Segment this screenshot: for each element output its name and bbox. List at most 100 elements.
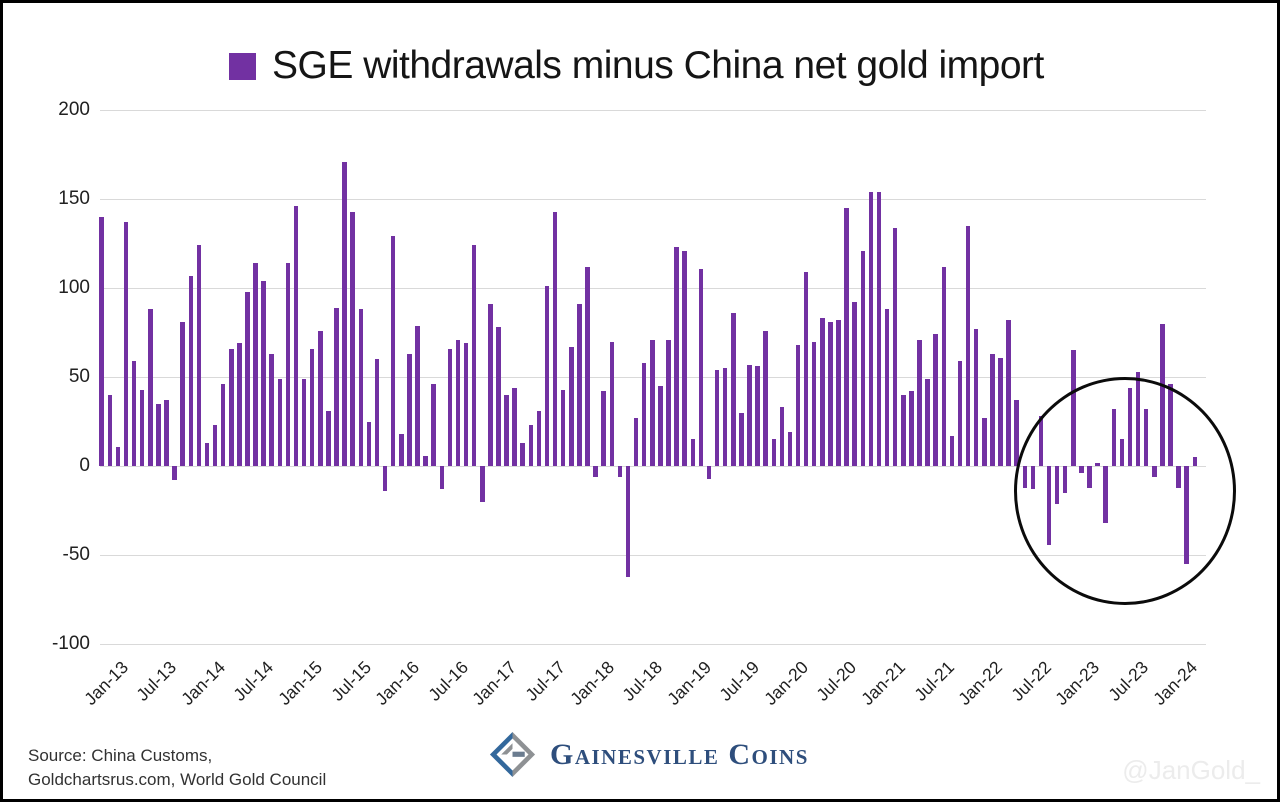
bar-Jul-13 (148, 309, 153, 467)
bar-Dec-18 (674, 247, 679, 467)
bar-Jun-17 (528, 425, 534, 467)
bar-Mar-13 (115, 446, 121, 467)
bar-May-18 (617, 466, 623, 477)
bar-Nov-19 (763, 330, 768, 467)
bar-Nov-13 (180, 321, 185, 467)
y-tick-label-200: 200 (58, 99, 90, 121)
bar-Oct-19 (755, 366, 760, 467)
y-tick-label-50: 50 (68, 366, 90, 388)
bar-Jan-18 (585, 266, 590, 467)
bar-Sep-13 (164, 400, 169, 467)
y-tick-label-150: 150 (58, 188, 90, 210)
bar-Jul-14 (245, 291, 250, 467)
bar-Feb-13 (107, 394, 113, 467)
gridline--50 (100, 554, 1206, 556)
bar-Apr-13 (123, 222, 129, 467)
bar-Dec-13 (188, 275, 194, 467)
bar-Dec-15 (382, 466, 388, 492)
bar-Apr-20 (803, 272, 809, 467)
gainesville-coins-logo-icon (489, 731, 536, 778)
bar-Aug-13 (156, 403, 161, 467)
bar-May-15 (326, 410, 331, 467)
bar-Aug-17 (544, 286, 550, 467)
y-tick-label-0: 0 (79, 455, 90, 477)
y-tick-label-100: 100 (58, 277, 90, 299)
bar-Mar-16 (407, 354, 412, 467)
bar-Jul-15 (342, 161, 347, 467)
bar-Jan-17 (488, 304, 493, 467)
bar-Feb-21 (884, 309, 890, 467)
source-line-1: Source: China Customs, (28, 746, 213, 765)
bar-Feb-15 (301, 378, 307, 467)
bar-Sep-19 (747, 364, 752, 467)
bar-May-19 (714, 370, 720, 467)
bar-Dec-14 (285, 263, 291, 467)
bar-Jan-22 (973, 329, 979, 467)
source-note: Source: China Customs, Goldchartsrus.com… (28, 744, 326, 792)
bar-Aug-18 (641, 362, 647, 467)
bar-Jul-17 (536, 410, 542, 467)
gridline--100 (100, 643, 1206, 645)
bar-Dec-17 (577, 304, 582, 467)
bar-Sep-15 (358, 309, 364, 467)
bar-Jul-21 (925, 378, 930, 467)
bar-Jul-18 (633, 418, 639, 467)
bar-Jun-13 (139, 389, 145, 467)
bar-Jan-16 (390, 236, 396, 467)
bar-Apr-16 (415, 325, 420, 467)
gainesville-coins-logo: Gainesville Coins (489, 731, 809, 778)
bar-May-16 (423, 455, 428, 467)
bar-Oct-17 (560, 389, 566, 467)
bar-Nov-17 (569, 346, 574, 467)
bar-May-13 (131, 361, 137, 467)
bar-Jun-21 (917, 339, 922, 467)
bar-Jun-15 (334, 307, 339, 467)
bar-Mar-17 (504, 394, 509, 467)
bar-Jun-16 (431, 384, 436, 467)
bar-Mar-22 (990, 354, 995, 467)
watermark: @JanGold_ (1122, 755, 1260, 785)
y-tick-label--100: -100 (51, 633, 90, 655)
bar-Sep-16 (455, 339, 461, 467)
bar-Jun-22 (1014, 400, 1019, 467)
bar-Apr-14 (220, 384, 226, 467)
bar-Aug-21 (933, 334, 938, 467)
bar-Feb-20 (787, 432, 793, 467)
bar-Oct-18 (658, 386, 663, 467)
bar-Sep-21 (941, 266, 947, 467)
bar-Aug-15 (350, 211, 355, 467)
bar-Feb-22 (982, 418, 987, 467)
bar-Apr-18 (609, 341, 615, 467)
bar-Feb-19 (690, 439, 696, 467)
bar-May-14 (229, 348, 234, 467)
bar-Mar-19 (698, 268, 704, 467)
bar-Nov-21 (957, 361, 963, 467)
bar-Sep-17 (552, 211, 558, 467)
gridline-100 (100, 287, 1206, 289)
bar-Aug-14 (253, 263, 258, 467)
bar-Jul-16 (439, 466, 445, 490)
bar-Jun-18 (625, 466, 631, 577)
bar-Oct-21 (949, 435, 955, 467)
bar-Aug-19 (739, 412, 744, 467)
bar-Oct-16 (463, 343, 469, 467)
bar-Oct-15 (366, 421, 372, 467)
bar-Oct-20 (852, 302, 857, 467)
bar-Dec-21 (965, 225, 971, 467)
bar-Jul-20 (828, 321, 833, 467)
bar-Jan-20 (779, 407, 785, 467)
bar-Sep-20 (844, 207, 849, 467)
bar-Nov-15 (374, 359, 380, 467)
bar-Nov-14 (277, 378, 283, 467)
bar-Mar-21 (892, 227, 898, 467)
bar-Mar-15 (309, 348, 315, 467)
chart-legend: SGE withdrawals minus China net gold imp… (229, 44, 1044, 88)
bar-Feb-14 (204, 443, 210, 467)
bar-Oct-14 (269, 354, 274, 467)
bar-Feb-16 (399, 434, 404, 467)
bar-Jun-14 (237, 343, 242, 467)
gridline-150 (100, 198, 1206, 200)
bar-May-22 (1006, 320, 1011, 467)
bar-May-20 (811, 341, 817, 467)
